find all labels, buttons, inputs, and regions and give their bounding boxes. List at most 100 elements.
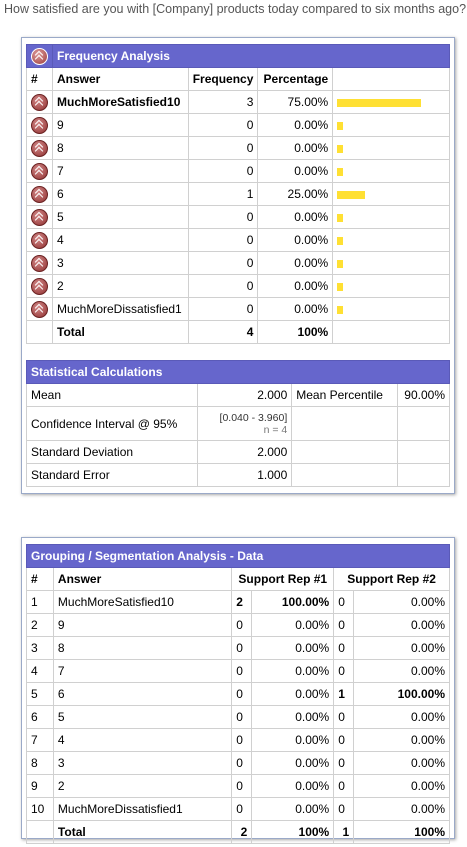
- double-chevron-up-icon[interactable]: [31, 185, 48, 203]
- row-expand-cell[interactable]: [26, 297, 53, 321]
- row-expand-cell[interactable]: [26, 113, 53, 137]
- answer-cell: 9: [52, 113, 189, 137]
- g-rep2-count: 0: [333, 613, 355, 637]
- g-rep1-pct: 0.00%: [251, 659, 335, 683]
- g-answer-cell: 5: [52, 705, 233, 729]
- percentage-cell: 0.00%: [257, 113, 334, 137]
- double-chevron-up-icon[interactable]: [31, 231, 48, 249]
- g-rep1-count: 0: [231, 751, 253, 775]
- sd-label: Standard Deviation: [26, 440, 198, 464]
- row-expand-cell[interactable]: [26, 274, 53, 298]
- g-rep2-count: 0: [333, 659, 355, 683]
- double-chevron-up-icon[interactable]: [31, 47, 48, 65]
- row-expand-cell[interactable]: [26, 90, 53, 114]
- grouping-rows: 1 MuchMoreSatisfied10 2 100.00% 0 0.00% 2 9 0 0.0…: [26, 590, 450, 821]
- statistics-header: Statistical Calculations: [26, 360, 450, 384]
- g-rep2-count: 0: [333, 797, 355, 821]
- row-expand-cell[interactable]: [26, 136, 53, 160]
- double-chevron-up-icon[interactable]: [31, 254, 48, 272]
- grouping-row: 8 3 0 0.00% 0 0.00%: [26, 751, 450, 775]
- bar-cell: [332, 113, 450, 137]
- g-rep2-pct: 0.00%: [353, 590, 450, 614]
- mean-label: Mean: [26, 383, 198, 407]
- stat-row-sd: Standard Deviation 2.000: [26, 440, 450, 464]
- row-expand-cell[interactable]: [26, 228, 53, 252]
- g-rep1-count: 0: [231, 682, 253, 706]
- g-rep2-pct: 0.00%: [353, 774, 450, 798]
- double-chevron-up-icon[interactable]: [31, 116, 48, 134]
- row-expand-cell[interactable]: [26, 159, 53, 183]
- row-expand-cell[interactable]: [26, 205, 53, 229]
- answer-cell: MuchMoreDissatisfied1: [52, 297, 189, 321]
- double-chevron-up-icon[interactable]: [31, 139, 48, 157]
- frequency-header: Frequency Analysis: [26, 44, 450, 68]
- percentage-bar: [337, 121, 344, 130]
- stat-row-se: Standard Error 1.000: [26, 463, 450, 487]
- ci-n: n = 4: [263, 423, 288, 436]
- double-chevron-up-icon[interactable]: [31, 277, 48, 295]
- frequency-cell: 0: [187, 159, 259, 183]
- percentage-cell: 0.00%: [257, 297, 334, 321]
- bar-cell: [332, 274, 450, 298]
- double-chevron-up-icon[interactable]: [31, 93, 48, 111]
- g-rep1-count: 0: [231, 728, 253, 752]
- frequency-cell: 0: [187, 274, 259, 298]
- sd-value: 2.000: [196, 440, 293, 464]
- g-rep1-pct: 0.00%: [251, 797, 335, 821]
- double-chevron-up-icon[interactable]: [31, 208, 48, 226]
- frequency-cell: 1: [187, 182, 259, 206]
- g-rep1-count: 0: [231, 797, 253, 821]
- double-chevron-up-icon[interactable]: [31, 162, 48, 180]
- statistics-title: Statistical Calculations: [26, 360, 450, 384]
- percentage-bar: [337, 213, 344, 222]
- g-answer-cell: 4: [52, 728, 233, 752]
- percentage-cell: 0.00%: [257, 228, 334, 252]
- g-answer-cell: 9: [52, 613, 233, 637]
- bar-cell: [332, 90, 450, 114]
- frequency-cell: 0: [187, 136, 259, 160]
- row-expand-cell[interactable]: [26, 251, 53, 275]
- percentage-bar: [337, 236, 344, 245]
- frequency-cell: 0: [187, 297, 259, 321]
- g-rep2-count: 0: [333, 590, 355, 614]
- g-num-cell: 9: [26, 774, 54, 798]
- frequency-row: 6 1 25.00%: [26, 182, 450, 206]
- g-col-num: #: [26, 567, 54, 591]
- g-rep1-pct: 0.00%: [251, 774, 335, 798]
- g-rep1-count: 0: [231, 636, 253, 660]
- g-rep1-count: 0: [231, 659, 253, 683]
- g-rep1-count: 0: [231, 705, 253, 729]
- grouping-row: 2 9 0 0.00% 0 0.00%: [26, 613, 450, 637]
- bar-cell: [332, 205, 450, 229]
- percentage-bar: [337, 190, 366, 199]
- g-num-cell: 6: [26, 705, 54, 729]
- frequency-table: Frequency Analysis # Answer Frequency Pe…: [26, 44, 450, 344]
- grouping-row: 6 5 0 0.00% 0 0.00%: [26, 705, 450, 729]
- g-total-rep1-count: 2: [231, 820, 253, 844]
- g-rep1-pct: 0.00%: [251, 613, 335, 637]
- answer-cell: 7: [52, 159, 189, 183]
- g-col-answer: Answer: [52, 567, 233, 591]
- grouping-panel: Grouping / Segmentation Analysis - Data …: [21, 537, 455, 844]
- frequency-cell: 3: [187, 90, 259, 114]
- frequency-collapse-cell[interactable]: [26, 44, 53, 68]
- g-total-rep2-pct: 100%: [353, 820, 450, 844]
- grouping-row: 10 MuchMoreDissatisfied1 0 0.00% 0 0.00%: [26, 797, 450, 821]
- g-num-cell: 2: [26, 613, 54, 637]
- answer-cell: 5: [52, 205, 189, 229]
- frequency-panel: Frequency Analysis # Answer Frequency Pe…: [21, 37, 455, 494]
- bar-cell: [332, 136, 450, 160]
- g-rep1-pct: 0.00%: [251, 751, 335, 775]
- bar-cell: [332, 159, 450, 183]
- percentage-bar: [337, 305, 344, 314]
- row-expand-cell[interactable]: [26, 182, 53, 206]
- percentage-bar: [337, 98, 422, 107]
- answer-cell: MuchMoreSatisfied10: [52, 90, 189, 114]
- g-rep1-pct: 0.00%: [251, 728, 335, 752]
- frequency-row: 8 0 0.00%: [26, 136, 450, 160]
- double-chevron-up-icon[interactable]: [31, 300, 48, 318]
- percentage-bar: [337, 259, 344, 268]
- g-rep2-pct: 0.00%: [353, 728, 450, 752]
- bar-cell: [332, 297, 450, 321]
- percentage-cell: 25.00%: [257, 182, 334, 206]
